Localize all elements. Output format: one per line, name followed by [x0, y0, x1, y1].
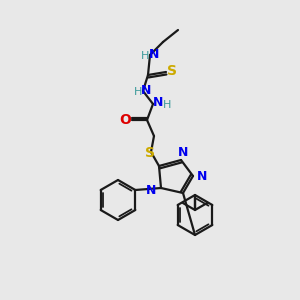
Text: N: N	[141, 83, 151, 97]
Text: H: H	[141, 51, 149, 61]
Text: H: H	[134, 87, 142, 97]
Text: N: N	[153, 97, 163, 110]
Text: S: S	[145, 146, 155, 160]
Text: H: H	[163, 100, 171, 110]
Text: O: O	[119, 113, 131, 127]
Text: N: N	[146, 184, 156, 196]
Text: N: N	[197, 169, 207, 182]
Text: N: N	[149, 47, 159, 61]
Text: N: N	[178, 146, 188, 158]
Text: S: S	[167, 64, 177, 78]
